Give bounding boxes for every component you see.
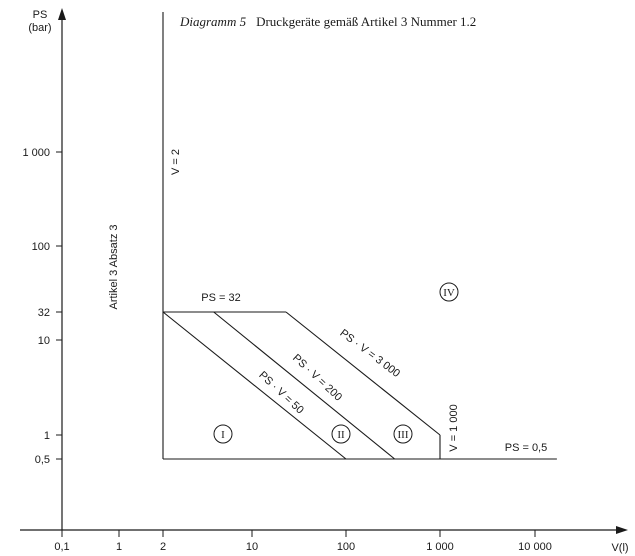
category-label-IV: IV [443, 287, 455, 299]
category-label-II: II [337, 429, 345, 441]
x-tick-label: 100 [337, 541, 355, 553]
y-axis-arrow [58, 8, 66, 20]
x-tick-label: 10 000 [518, 541, 552, 553]
category-circle-II [331, 424, 351, 444]
annotation-1: V = 2 [170, 149, 182, 175]
y-tick-label: 32 [38, 307, 50, 319]
y-tick-label: 0,5 [35, 454, 50, 466]
series-line-3 [162, 311, 347, 460]
y-tick-label: 100 [32, 241, 50, 253]
x-axis-arrow [616, 526, 628, 534]
x-tick-label: 2 [160, 541, 166, 553]
x-tick-label: 0,1 [54, 541, 69, 553]
chart-title: Diagramm 5 Druckgeräte gemäß Artikel 3 N… [179, 13, 476, 30]
series-line-4 [213, 311, 396, 460]
chart-title-prefix: Diagramm 5 [179, 14, 247, 29]
y-axis-label-ps: PS [33, 9, 48, 21]
category-circle-IV [439, 282, 459, 302]
y-tick-label: 10 [38, 335, 50, 347]
series-line-5 [285, 311, 441, 436]
y-axis-label-unit: (bar) [28, 22, 51, 34]
x-axis-label: V(l) [611, 542, 628, 554]
category-circle-III [393, 424, 413, 444]
y-tick-label: 1 [44, 430, 50, 442]
annotation-0: Artikel 3 Absatz 3 [108, 225, 120, 310]
x-tick-label: 1 000 [426, 541, 454, 553]
annotation-2: PS = 32 [201, 292, 240, 304]
category-circle-I [213, 424, 233, 444]
y-tick-label: 1 000 [22, 147, 50, 159]
category-label-III: III [398, 429, 409, 441]
x-tick-label: 1 [116, 541, 122, 553]
annotation-5: PS · V = 3 000 [337, 327, 402, 380]
x-tick-label: 10 [246, 541, 258, 553]
annotation-7: PS = 0,5 [505, 442, 548, 454]
chart-title-main: Druckgeräte gemäß Artikel 3 Nummer 1.2 [256, 14, 476, 29]
category-label-I: I [221, 429, 225, 441]
annotation-6: V = 1 000 [448, 404, 460, 451]
